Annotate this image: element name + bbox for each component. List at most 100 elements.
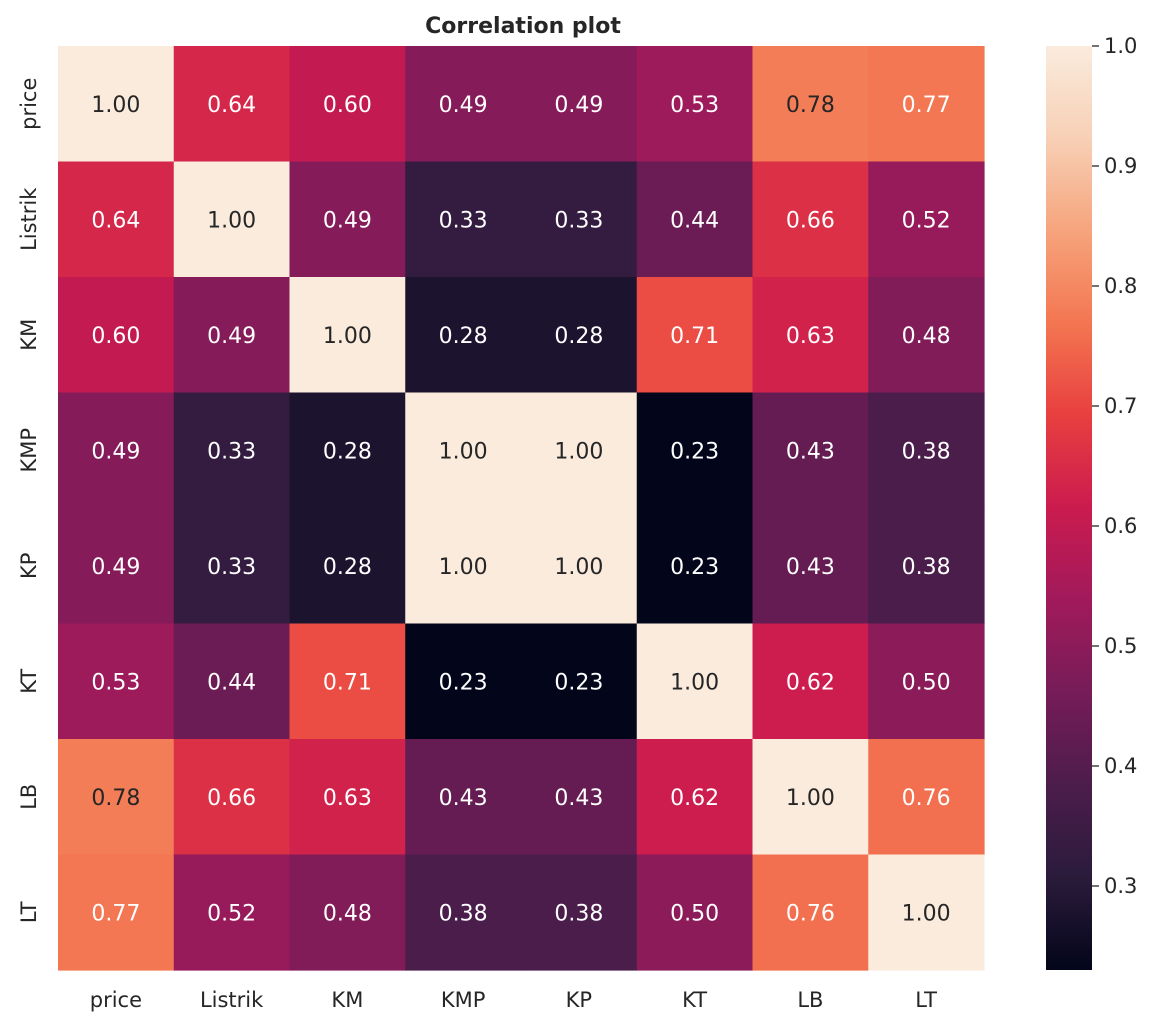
x-tick-label: Listrik (200, 988, 264, 1012)
colorbar-tick-label: 1.0 (1104, 34, 1137, 58)
x-tick-label: LB (797, 988, 823, 1012)
heatmap-cell (752, 508, 869, 625)
heatmap-cell (405, 739, 522, 856)
cell-value-label: 0.60 (91, 324, 140, 349)
cell-value-label: 0.77 (902, 93, 951, 118)
cell-value-label: 1.00 (554, 555, 603, 580)
cell-value-label: 0.38 (902, 555, 951, 580)
heatmap-cell (868, 623, 985, 740)
heatmap-cell (636, 392, 754, 509)
cell-value-label: 1.00 (554, 439, 603, 464)
y-tick-label: KMP (17, 428, 41, 473)
cell-value-label: 0.76 (786, 901, 835, 926)
cell-value-label: 0.66 (207, 786, 256, 811)
cell-value-label: 0.43 (786, 439, 835, 464)
heatmap-cell (173, 46, 291, 163)
cell-value-label: 1.00 (207, 208, 256, 233)
heatmap-cell (868, 854, 985, 971)
cell-value-label: 0.33 (554, 208, 603, 233)
heatmap-cell (521, 161, 638, 278)
heatmap-cell (289, 739, 406, 856)
heatmap-cell (173, 392, 291, 509)
cell-value-label: 0.52 (902, 208, 951, 233)
heatmap-cell (636, 277, 754, 394)
heatmap-cell (405, 277, 522, 394)
cell-value-label: 0.28 (323, 555, 372, 580)
cell-value-label: 1.00 (439, 439, 488, 464)
x-tick-label: KT (682, 988, 707, 1012)
heatmap-cell (173, 277, 291, 394)
cell-value-label: 1.00 (91, 93, 140, 118)
cell-value-label: 1.00 (902, 901, 951, 926)
y-tick-label: KT (17, 669, 41, 694)
cell-value-label: 0.53 (91, 670, 140, 695)
cell-value-label: 0.49 (554, 93, 603, 118)
x-tick-label: price (90, 988, 142, 1012)
chart-title: Correlation plot (425, 14, 621, 39)
cell-value-label: 0.48 (323, 901, 372, 926)
heatmap-cell (868, 508, 985, 625)
colorbar-tick-label: 0.5 (1104, 634, 1137, 658)
heatmap-cell (636, 623, 754, 740)
cell-value-label: 1.00 (323, 324, 372, 349)
heatmap-cell (521, 508, 638, 625)
cell-value-label: 1.00 (439, 555, 488, 580)
heatmap-cell (636, 508, 754, 625)
heatmap-cell (636, 854, 754, 971)
cell-value-label: 0.48 (902, 324, 951, 349)
heatmap-cell (58, 854, 175, 971)
y-tick-label: KM (17, 319, 41, 351)
cell-value-label: 0.23 (554, 670, 603, 695)
cell-value-label: 0.77 (91, 901, 140, 926)
cell-value-label: 0.50 (902, 670, 951, 695)
heatmap-cell (289, 854, 406, 971)
heatmap-cell (289, 623, 406, 740)
cell-value-label: 0.49 (91, 439, 140, 464)
heatmap-cell (58, 739, 175, 856)
heatmap-cell (868, 46, 985, 163)
heatmap-cell (752, 277, 869, 394)
cell-value-label: 0.44 (207, 670, 256, 695)
colorbar-tick-label: 0.3 (1104, 874, 1137, 898)
cell-value-label: 0.52 (207, 901, 256, 926)
heatmap-cell (289, 46, 406, 163)
heatmap-cell (58, 161, 175, 278)
x-axis-ticks: price Listrik KM KMP KP KT LB LT (90, 988, 937, 1012)
cell-value-label: 0.62 (786, 670, 835, 695)
heatmap-cell (173, 623, 291, 740)
y-tick-label: LT (17, 901, 41, 923)
heatmap-cell (173, 854, 291, 971)
heatmap-cell (521, 854, 638, 971)
heatmap-cell (173, 508, 291, 625)
colorbar-tick-label: 0.8 (1104, 274, 1137, 298)
cell-value-label: 0.71 (670, 324, 719, 349)
cell-value-label: 0.49 (323, 208, 372, 233)
cell-value-label: 0.78 (91, 786, 140, 811)
cell-value-label: 0.49 (207, 324, 256, 349)
heatmap-cell (521, 277, 638, 394)
cell-value-label: 1.00 (670, 670, 719, 695)
heatmap-cell (173, 161, 291, 278)
heatmap-cell (405, 623, 522, 740)
cell-value-label: 0.78 (786, 93, 835, 118)
colorbar-tick-label: 0.7 (1104, 394, 1137, 418)
colorbar-tick-label: 0.4 (1104, 754, 1137, 778)
y-tick-label: LB (17, 784, 41, 810)
heatmap-cell (636, 739, 754, 856)
x-tick-label: KMP (441, 988, 486, 1012)
heatmap-cell (58, 623, 175, 740)
cell-value-label: 0.23 (439, 670, 488, 695)
heatmap-cell (868, 277, 985, 394)
heatmap-cell (405, 508, 522, 625)
heatmap-cell (405, 161, 522, 278)
heatmap-cell (58, 392, 175, 509)
cell-value-label: 0.63 (786, 324, 835, 349)
colorbar-ticks: 0.3 0.4 0.5 0.6 0.7 0.8 0.9 1.0 (1092, 34, 1137, 898)
heatmap-cell (752, 46, 869, 163)
cell-value-label: 0.63 (323, 786, 372, 811)
heatmap-cell (58, 46, 175, 163)
heatmap-cell (58, 277, 175, 394)
x-tick-label: KP (566, 988, 592, 1012)
heatmap-cell (636, 161, 754, 278)
